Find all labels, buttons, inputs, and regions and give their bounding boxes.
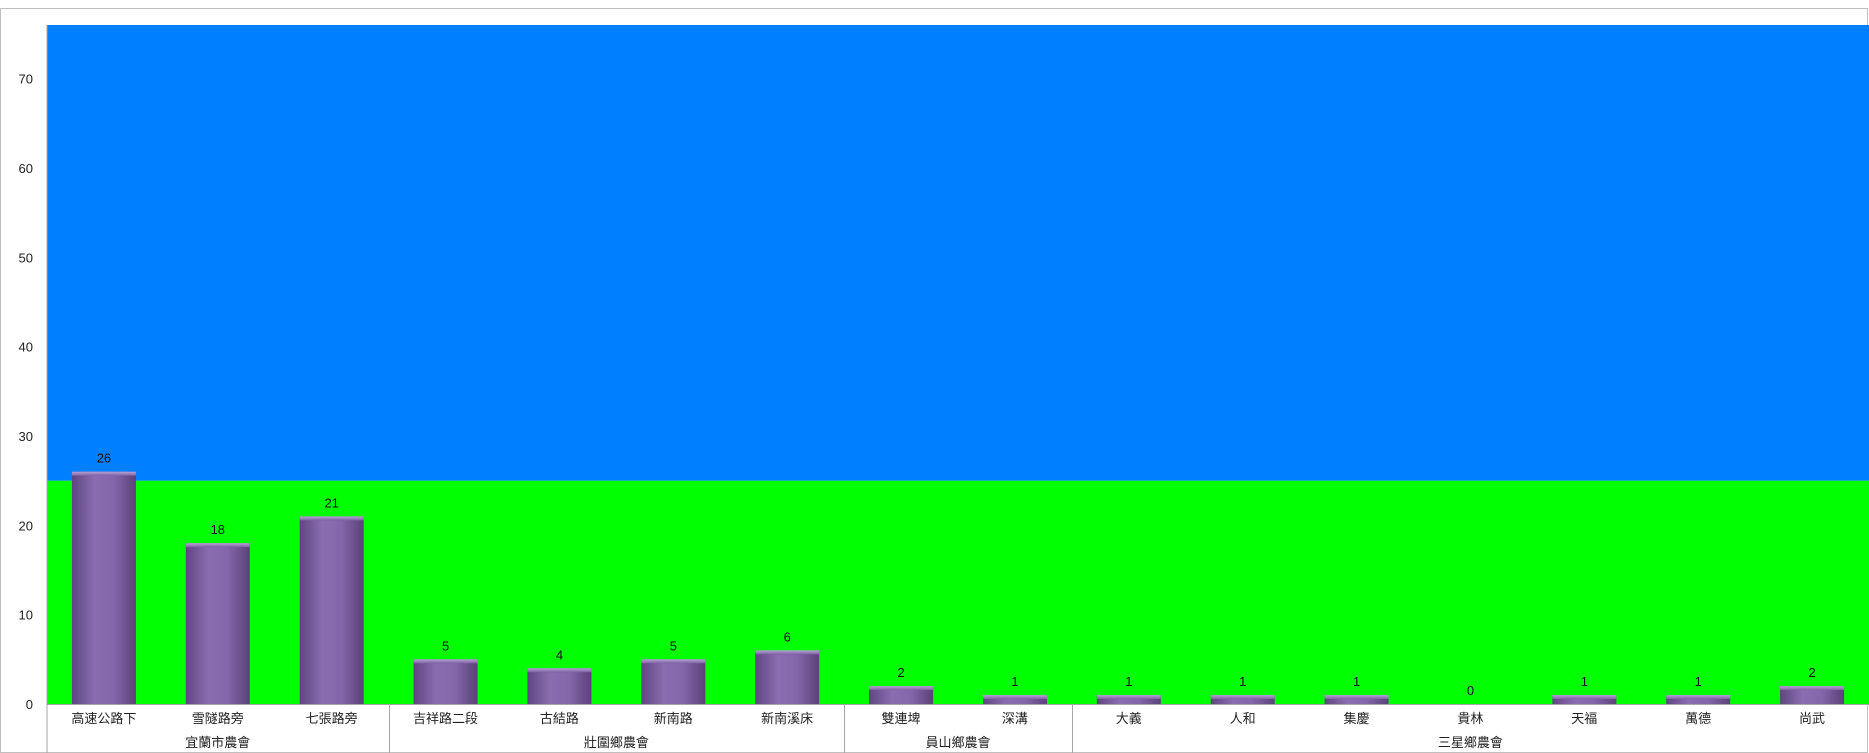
bar [1780, 686, 1845, 704]
background-band-1 [47, 25, 1869, 481]
data-label: 1 [1011, 674, 1018, 689]
x-tick-label: 貴林 [1457, 712, 1483, 727]
x-tick-label: 集慶 [1344, 711, 1370, 727]
x-tick-label: 高速公路下 [71, 711, 136, 727]
bar [641, 659, 706, 704]
bar [527, 668, 592, 704]
data-label: 1 [1695, 674, 1702, 689]
x-tick-label: 新南溪床 [761, 711, 813, 727]
data-label: 1 [1125, 674, 1132, 689]
y-tick-label: 30 [19, 429, 33, 444]
y-tick-label: 10 [19, 608, 33, 623]
data-label: 1 [1239, 674, 1246, 689]
data-label: 2 [1808, 665, 1815, 680]
x-tick-label: 古結路 [540, 711, 579, 727]
data-label: 5 [670, 638, 677, 653]
bar-cap [1324, 695, 1389, 700]
x-tick-label: 雙連埤 [882, 711, 921, 727]
bar [185, 543, 250, 704]
data-label: 2 [897, 665, 904, 680]
x-tick-label: 天福 [1571, 712, 1597, 727]
group-label: 壯圍鄉農會 [584, 735, 649, 751]
bar-cap [413, 659, 478, 664]
bar [1324, 695, 1389, 704]
bar [299, 516, 364, 704]
bar-cap [1552, 695, 1617, 700]
y-tick-label: 70 [19, 72, 33, 87]
x-tick-label: 雪隧路旁 [192, 711, 244, 727]
bar-cap [185, 543, 250, 548]
bar-cap [1666, 695, 1731, 700]
bar-cap [982, 695, 1047, 700]
x-tick-label: 萬德 [1685, 712, 1711, 727]
bar-cap [71, 471, 136, 476]
data-label: 21 [324, 495, 338, 510]
bar [71, 471, 136, 704]
data-label: 0 [1467, 683, 1474, 698]
data-label: 26 [97, 451, 111, 466]
data-label: 1 [1581, 674, 1588, 689]
bar [1096, 695, 1161, 704]
x-tick-label: 深溝 [1002, 712, 1028, 727]
bar-cap [1210, 695, 1275, 700]
data-label: 5 [442, 638, 449, 653]
data-label: 4 [556, 647, 563, 662]
group-label: 員山鄉農會 [925, 735, 990, 751]
x-tick-label: 七張路旁 [306, 711, 358, 727]
data-label: 18 [211, 522, 225, 537]
bar-cap [1780, 686, 1845, 691]
y-tick-label: 40 [19, 340, 33, 355]
bar-cap [869, 686, 934, 691]
bar [869, 686, 934, 704]
bar [1210, 695, 1275, 704]
data-label: 1 [1353, 674, 1360, 689]
x-tick-label: 新南路 [654, 711, 693, 727]
bar [755, 650, 820, 704]
bar-cap [527, 668, 592, 673]
bar [1666, 695, 1731, 704]
y-tick-label: 20 [19, 518, 33, 533]
y-tick-label: 0 [26, 697, 33, 712]
bar-cap [755, 650, 820, 655]
data-label: 6 [784, 629, 791, 644]
y-tick-label: 60 [19, 161, 33, 176]
bar [982, 695, 1047, 704]
bar-cap [299, 516, 364, 521]
bar [1552, 695, 1617, 704]
bar-cap [641, 659, 706, 664]
group-label: 三星鄉農會 [1438, 735, 1503, 751]
bar [413, 659, 478, 704]
y-tick-label: 50 [19, 250, 33, 265]
x-tick-label: 尚武 [1799, 712, 1825, 727]
group-label: 宜蘭市農會 [185, 735, 250, 751]
x-tick-label: 大義 [1116, 711, 1142, 727]
bar-cap [1096, 695, 1161, 700]
x-tick-label: 吉祥路二段 [413, 711, 478, 727]
x-tick-label: 人和 [1230, 712, 1256, 727]
